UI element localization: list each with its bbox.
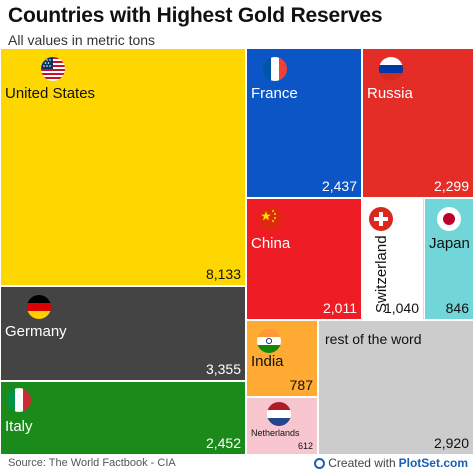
credit: Created with PlotSet.com <box>314 456 468 470</box>
tile-label-india: India <box>251 353 284 370</box>
tile-russia: Russia 2,299 <box>362 48 474 198</box>
tile-united-states: United States 8,133 <box>0 48 246 286</box>
ru-flag-icon <box>379 57 403 81</box>
tile-value-germany: 3,355 <box>205 361 241 377</box>
tile-china: China 2,011 <box>246 198 362 320</box>
tile-value-india: 787 <box>289 377 313 393</box>
in-flag-icon <box>257 329 281 353</box>
chart-title: Countries with Highest Gold Reserves <box>8 4 383 27</box>
tile-label-rest-of-the-word: rest of the word <box>325 331 422 347</box>
tile-label-japan: Japan <box>429 235 470 252</box>
tile-switzerland: Switzerland 1,040 <box>362 198 424 320</box>
us-flag-icon <box>41 57 65 81</box>
plotset-brand-link[interactable]: PlotSet.com <box>398 456 468 470</box>
cn-flag-icon <box>259 207 283 231</box>
tile-value-rest-of-the-word: 2,920 <box>433 435 469 451</box>
ch-flag-icon <box>369 207 393 231</box>
tile-japan: Japan 846 <box>424 198 474 320</box>
de-flag-icon <box>27 295 51 319</box>
fr-flag-icon <box>263 57 287 81</box>
tile-label-united-states: United States <box>5 85 96 102</box>
treemap-chart: United States 8,133 France 2,437 Russia 2,299… <box>0 48 474 455</box>
tile-value-china: 2,011 <box>323 300 357 316</box>
source-note: Source: The World Factbook - CIA <box>8 457 176 469</box>
tile-germany: Germany 3,355 <box>0 286 246 381</box>
tile-value-russia: 2,299 <box>433 178 469 194</box>
jp-flag-icon <box>437 207 461 231</box>
tile-label-germany: Germany <box>5 323 67 340</box>
chart-subtitle: All values in metric tons <box>8 32 156 48</box>
tile-label-italy: Italy <box>5 418 33 435</box>
tile-value-japan: 846 <box>445 300 469 316</box>
tile-label-france: France <box>251 85 298 102</box>
tile-label-china: China <box>251 235 291 252</box>
tile-india: India 787 <box>246 320 318 397</box>
tile-italy: Italy 2,452 <box>0 381 246 455</box>
created-with-text: Created with <box>328 456 396 470</box>
nl-flag-icon <box>267 402 291 426</box>
tile-label-russia: Russia <box>367 85 413 102</box>
tile-value-france: 2,437 <box>321 178 357 194</box>
tile-value-united-states: 8,133 <box>205 266 241 282</box>
plotset-logo-icon <box>314 457 326 469</box>
tile-netherlands: Netherlands 612 <box>246 397 318 455</box>
it-flag-icon <box>7 388 31 412</box>
tile-france: France 2,437 <box>246 48 362 198</box>
tile-value-italy: 2,452 <box>205 435 241 451</box>
tile-rest-of-the-word: rest of the word 2,920 <box>318 320 474 455</box>
tile-label-netherlands: Netherlands <box>251 428 300 438</box>
tile-value-netherlands: 612 <box>297 441 313 451</box>
tile-value-switzerland: 1,040 <box>383 300 419 316</box>
